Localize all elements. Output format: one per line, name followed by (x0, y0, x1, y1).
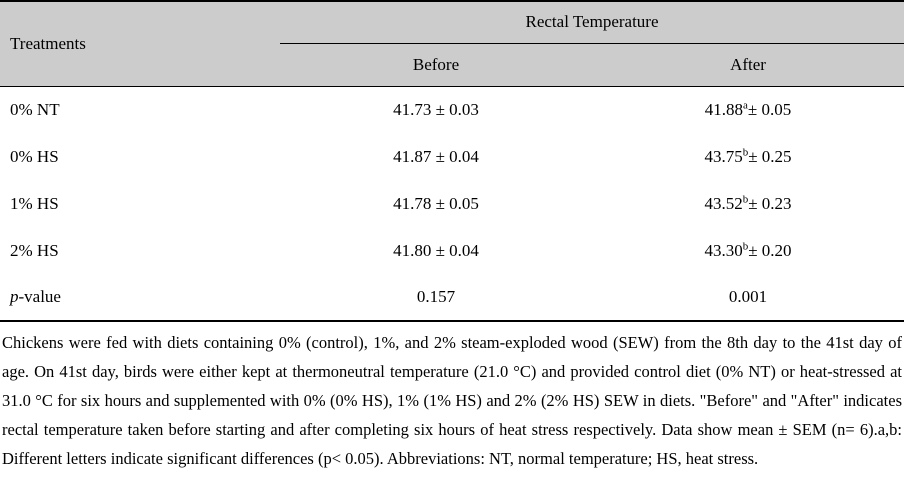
data-table: Treatments Rectal Temperature Before Aft… (0, 0, 904, 322)
after-value: 43.30 (704, 241, 742, 260)
col-header-group: Rectal Temperature (280, 1, 904, 43)
after-value: 43.52 (704, 194, 742, 213)
cell-pvalue-after: 0.001 (592, 274, 904, 321)
cell-before: 41.78 ± 0.05 (280, 180, 592, 227)
cell-after: 41.88a± 0.05 (592, 86, 904, 133)
after-value: 43.75 (704, 147, 742, 166)
cell-treatment: 2% HS (0, 227, 280, 274)
col-header-after: After (592, 43, 904, 86)
col-header-treatments: Treatments (0, 1, 280, 86)
cell-before: 41.87 ± 0.04 (280, 133, 592, 180)
table-row: 0% HS 41.87 ± 0.04 43.75b± 0.25 (0, 133, 904, 180)
after-rest: ± 0.20 (748, 241, 791, 260)
cell-pvalue-before: 0.157 (280, 274, 592, 321)
page-container: Treatments Rectal Temperature Before Aft… (0, 0, 904, 473)
table-row-pvalue: p-value 0.157 0.001 (0, 274, 904, 321)
cell-after: 43.30b± 0.20 (592, 227, 904, 274)
table-row: 2% HS 41.80 ± 0.04 43.30b± 0.20 (0, 227, 904, 274)
table-row: 0% NT 41.73 ± 0.03 41.88a± 0.05 (0, 86, 904, 133)
cell-treatment: 0% NT (0, 86, 280, 133)
after-rest: ± 0.25 (748, 147, 791, 166)
pvalue-prefix: p (10, 287, 19, 306)
cell-after: 43.52b± 0.23 (592, 180, 904, 227)
cell-treatment: 1% HS (0, 180, 280, 227)
cell-before: 41.73 ± 0.03 (280, 86, 592, 133)
table-caption: Chickens were fed with diets containing … (0, 322, 904, 473)
table-header: Treatments Rectal Temperature Before Aft… (0, 1, 904, 86)
after-rest: ± 0.23 (748, 194, 791, 213)
cell-after: 43.75b± 0.25 (592, 133, 904, 180)
after-value: 41.88 (705, 100, 743, 119)
table-body: 0% NT 41.73 ± 0.03 41.88a± 0.05 0% HS 41… (0, 86, 904, 321)
cell-pvalue-label: p-value (0, 274, 280, 321)
pvalue-suffix: -value (19, 287, 61, 306)
col-header-before: Before (280, 43, 592, 86)
cell-before: 41.80 ± 0.04 (280, 227, 592, 274)
table-row: 1% HS 41.78 ± 0.05 43.52b± 0.23 (0, 180, 904, 227)
after-rest: ± 0.05 (748, 100, 791, 119)
cell-treatment: 0% HS (0, 133, 280, 180)
